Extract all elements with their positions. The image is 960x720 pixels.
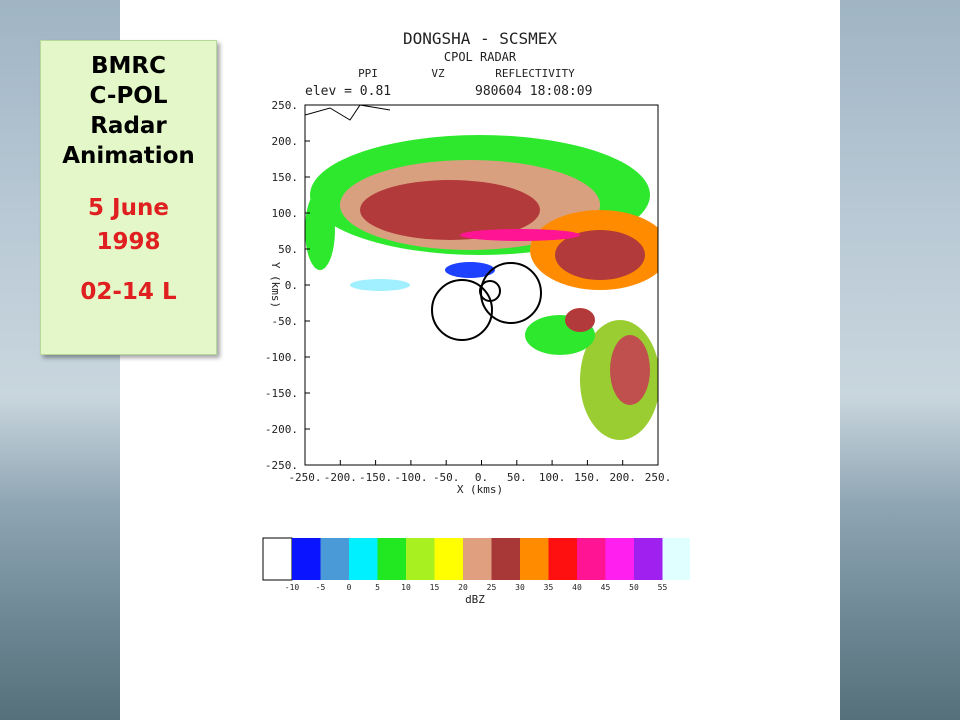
colorbar-tick-label: 45 — [601, 583, 611, 592]
y-tick-label: -150. — [265, 387, 298, 400]
colorbar-tick-label: 55 — [658, 583, 668, 592]
y-tick-label: -100. — [265, 351, 298, 364]
y-tick-label: 50. — [278, 243, 298, 256]
x-tick-label: -250. — [288, 471, 321, 484]
x-tick-label: 200. — [609, 471, 636, 484]
date-line: 1998 — [96, 229, 161, 255]
y-tick-label: 200. — [272, 135, 299, 148]
x-tick-label: -200. — [324, 471, 357, 484]
colorbar-tick-label: 50 — [629, 583, 639, 592]
y-tick-label: 0. — [285, 279, 298, 292]
colorbar-tick-label: 0 — [347, 583, 352, 592]
colorbar — [262, 537, 690, 581]
colorbar-tick-label: 20 — [458, 583, 468, 592]
x-tick-label: 0. — [475, 471, 488, 484]
background-right — [840, 0, 960, 720]
date-lines: 5 June 1998 — [41, 191, 216, 259]
colorbar-tick-label: -5 — [316, 583, 326, 592]
title-box: BMRC C-POL Radar Animation 5 June 1998 02-14… — [40, 40, 217, 355]
y-tick-label: 100. — [272, 207, 299, 220]
field: VZ — [431, 67, 445, 80]
elevation: elev = 0.81 — [305, 84, 391, 99]
title-line: BMRC — [90, 53, 166, 79]
range-ring — [431, 279, 493, 341]
y-axis-label: Y (kms) — [269, 262, 282, 308]
x-tick-label: -50. — [433, 471, 460, 484]
colorbar-tick-label: 15 — [430, 583, 440, 592]
scan-type: PPI — [358, 67, 378, 80]
x-tick-label: -150. — [359, 471, 392, 484]
x-tick-label: 100. — [539, 471, 566, 484]
range-ring — [479, 280, 501, 302]
y-tick-label: 150. — [272, 171, 299, 184]
title-lines: BMRC C-POL Radar Animation — [41, 41, 216, 171]
title-line: Radar — [90, 113, 167, 139]
range-ring — [480, 262, 542, 324]
colorbar-tick-label: 30 — [515, 583, 525, 592]
title-line: Animation — [62, 143, 195, 169]
title-line: C-POL — [89, 83, 168, 109]
x-tick-label: -100. — [394, 471, 427, 484]
datetime: 980604 18:08:09 — [475, 84, 592, 99]
reflectivity-field — [305, 105, 658, 440]
colorbar-tick-label: 40 — [572, 583, 582, 592]
colorbar-tick-label: 5 — [375, 583, 380, 592]
colorbar-tick-label: 35 — [544, 583, 554, 592]
x-tick-label: 50. — [507, 471, 527, 484]
y-tick-label: -50. — [272, 315, 299, 328]
radar-title: DONGSHA - SCSMEX — [403, 29, 557, 48]
colorbar-tick-label: -10 — [285, 583, 300, 592]
date-line: 5 June — [88, 195, 169, 221]
y-tick-label: -250. — [265, 459, 298, 472]
x-tick-label: 150. — [574, 471, 601, 484]
content-panel — [120, 0, 840, 720]
colorbar-label: dBZ — [465, 593, 485, 606]
y-tick-label: -200. — [265, 423, 298, 436]
colorbar-tick-label: 25 — [487, 583, 497, 592]
colorbar-tick-label: 10 — [401, 583, 411, 592]
x-axis-label: X (kms) — [457, 483, 503, 496]
x-tick-label: 250. — [645, 471, 672, 484]
time-label: 02-14 L — [80, 279, 177, 305]
y-tick-label: 250. — [272, 99, 299, 112]
radar-subtitle: CPOL RADAR — [444, 50, 517, 64]
product: REFLECTIVITY — [495, 67, 575, 80]
